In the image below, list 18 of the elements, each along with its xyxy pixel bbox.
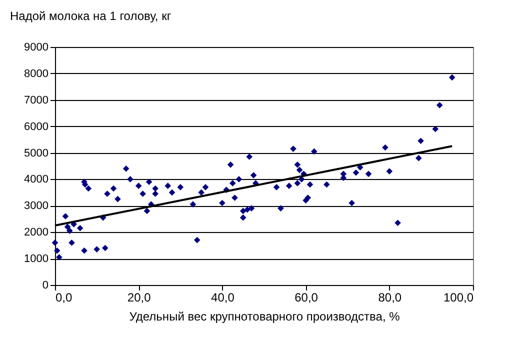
y-tick-label: 4000 (24, 174, 48, 186)
chart-title: Надой молока на 1 голову, кг (10, 9, 172, 23)
y-tick-label: 0 (42, 280, 48, 292)
y-tick-label: 3000 (24, 200, 48, 212)
x-tick-label: 100,0 (443, 290, 474, 304)
y-tick-label: 7000 (24, 94, 48, 106)
x-tick-label: 80,0 (378, 290, 402, 304)
x-tick-label: 0,0 (56, 290, 73, 304)
x-tick-label: 20,0 (127, 290, 152, 304)
x-tick-label: 40,0 (211, 290, 235, 304)
y-tick-label: 2000 (24, 226, 48, 239)
y-tick-label: 1000 (24, 253, 48, 266)
x-axis-title: Удельный вес крупнотоварного производства, % (129, 310, 400, 324)
y-tick-label: 9000 (24, 42, 48, 54)
y-tick-label: 8000 (24, 68, 48, 80)
x-tick-label: 60,0 (294, 290, 318, 304)
y-tick-label: 5000 (24, 147, 48, 160)
y-tick-label: 6000 (24, 120, 48, 133)
